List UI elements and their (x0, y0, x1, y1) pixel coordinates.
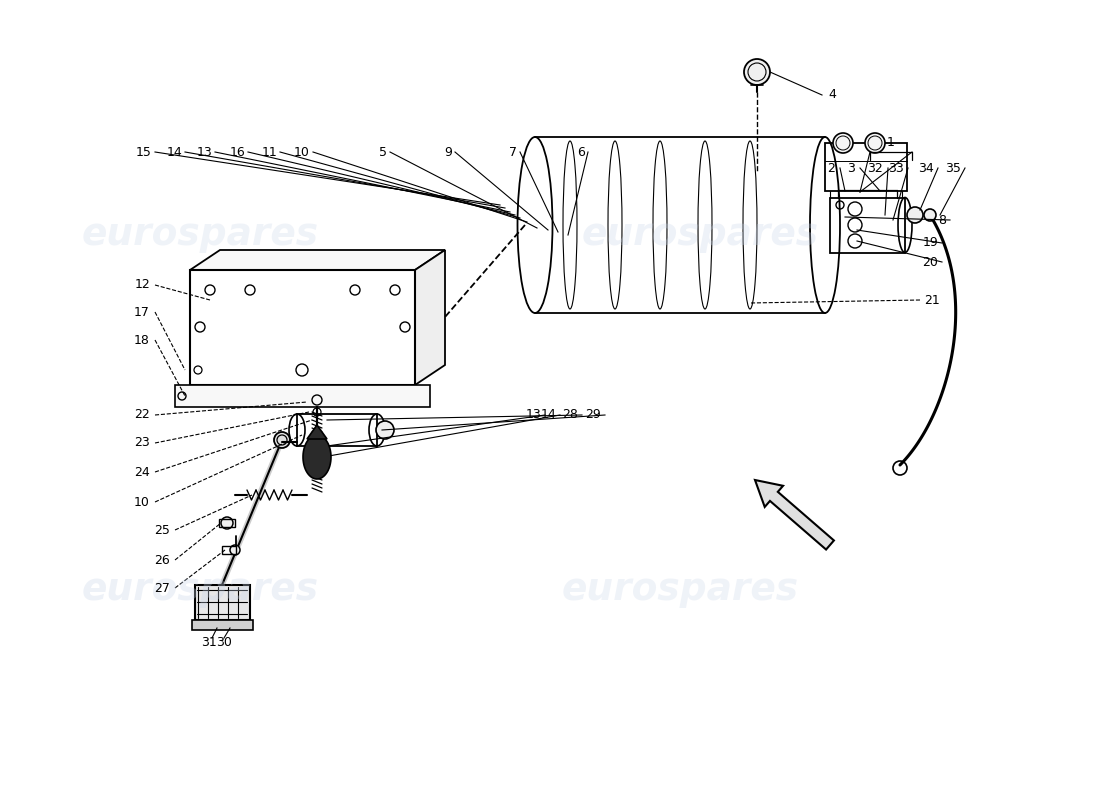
Text: 17: 17 (134, 306, 150, 318)
Text: 33: 33 (889, 162, 904, 174)
Circle shape (221, 517, 233, 529)
Text: 27: 27 (154, 582, 170, 594)
Text: 4: 4 (828, 89, 836, 102)
Circle shape (376, 421, 394, 439)
Circle shape (924, 209, 936, 221)
Circle shape (833, 133, 853, 153)
Text: 11: 11 (262, 146, 277, 158)
Text: 16: 16 (229, 146, 245, 158)
FancyArrow shape (755, 480, 834, 550)
Bar (175, 385, 430, 407)
Circle shape (908, 207, 923, 223)
Bar (222, 546, 236, 554)
Text: 1: 1 (887, 137, 895, 150)
Text: 34: 34 (918, 162, 934, 174)
Text: 24: 24 (134, 466, 150, 478)
Bar (830, 198, 905, 253)
Text: 10: 10 (134, 495, 150, 509)
Text: 29: 29 (585, 409, 601, 422)
Polygon shape (307, 425, 327, 439)
Circle shape (865, 133, 886, 153)
Text: 13: 13 (196, 146, 212, 158)
Text: 15: 15 (136, 146, 152, 158)
Text: 28: 28 (562, 409, 578, 422)
Text: 2: 2 (827, 162, 835, 174)
Text: 14: 14 (540, 409, 556, 422)
Circle shape (230, 545, 240, 555)
Text: 7: 7 (509, 146, 517, 158)
Text: 22: 22 (134, 409, 150, 422)
Polygon shape (190, 250, 446, 270)
Text: 5: 5 (379, 146, 387, 158)
Text: 3: 3 (847, 162, 855, 174)
Text: 31: 31 (201, 635, 217, 649)
Bar (192, 620, 253, 630)
Text: 20: 20 (922, 255, 938, 269)
Text: 21: 21 (924, 294, 939, 306)
Text: 19: 19 (922, 237, 938, 250)
Text: 23: 23 (134, 437, 150, 450)
Circle shape (744, 59, 770, 85)
Text: eurospares: eurospares (81, 217, 319, 253)
Text: 9: 9 (444, 146, 452, 158)
Bar (219, 519, 235, 527)
Text: 8: 8 (938, 214, 946, 226)
Text: 35: 35 (945, 162, 961, 174)
Circle shape (274, 432, 290, 448)
Bar (825, 143, 908, 191)
Bar (190, 270, 415, 385)
Text: eurospares: eurospares (81, 572, 319, 608)
Text: 13: 13 (526, 409, 541, 422)
Text: eurospares: eurospares (582, 217, 818, 253)
Text: 32: 32 (867, 162, 883, 174)
Text: 12: 12 (134, 278, 150, 291)
Polygon shape (415, 250, 446, 385)
Text: 14: 14 (166, 146, 182, 158)
Text: 18: 18 (134, 334, 150, 346)
Text: eurospares: eurospares (561, 572, 799, 608)
Text: 25: 25 (154, 523, 170, 537)
Text: 10: 10 (294, 146, 310, 158)
Bar (195, 585, 250, 620)
Text: 30: 30 (216, 635, 232, 649)
Polygon shape (302, 435, 331, 479)
Text: 6: 6 (578, 146, 585, 158)
Text: 26: 26 (154, 554, 170, 566)
Bar (297, 414, 377, 446)
